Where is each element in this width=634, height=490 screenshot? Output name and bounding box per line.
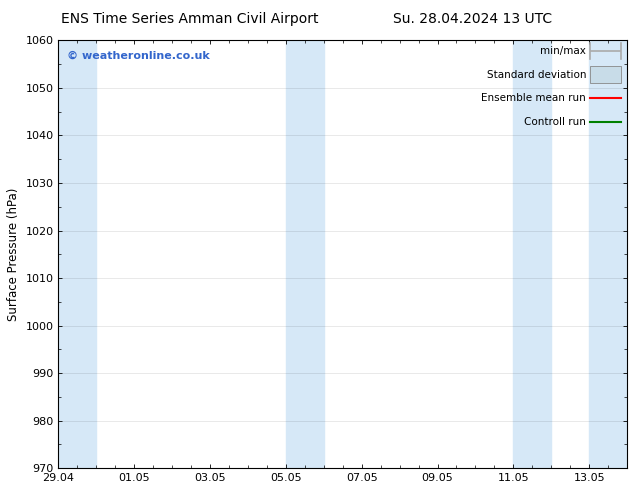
- Text: © weatheronline.co.uk: © weatheronline.co.uk: [67, 51, 210, 61]
- Bar: [286, 40, 324, 468]
- Bar: [590, 67, 621, 83]
- Text: Standard deviation: Standard deviation: [487, 70, 586, 79]
- Y-axis label: Surface Pressure (hPa): Surface Pressure (hPa): [7, 188, 20, 321]
- Text: Ensemble mean run: Ensemble mean run: [481, 93, 586, 103]
- Bar: [589, 40, 627, 468]
- Text: min/max: min/max: [540, 46, 586, 56]
- Bar: [58, 40, 96, 468]
- Bar: [514, 40, 551, 468]
- Text: Controll run: Controll run: [524, 117, 586, 126]
- Text: Su. 28.04.2024 13 UTC: Su. 28.04.2024 13 UTC: [393, 12, 552, 26]
- Text: ENS Time Series Amman Civil Airport: ENS Time Series Amman Civil Airport: [61, 12, 319, 26]
